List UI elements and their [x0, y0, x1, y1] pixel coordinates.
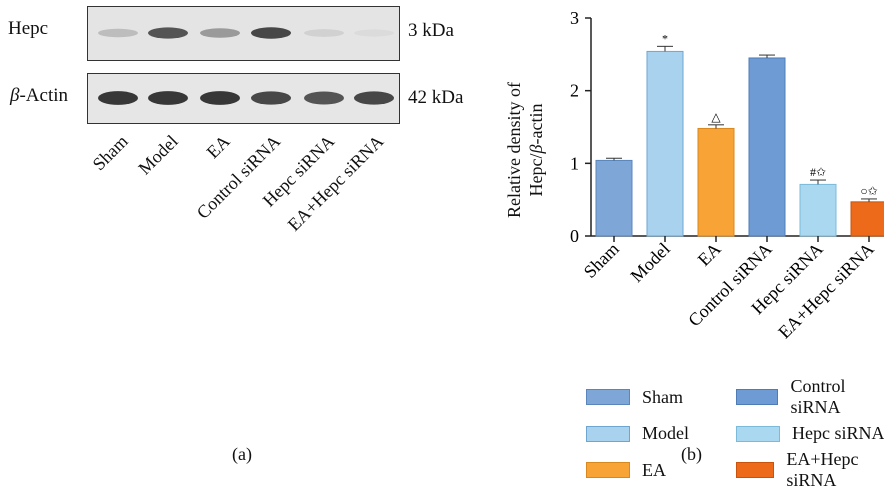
legend-swatch [586, 389, 630, 405]
blot-hepc-label: Hepc [8, 18, 49, 39]
legend: Sham Control siRNA Model Hepc siRNA EA EA+Hep… [586, 376, 884, 491]
bar [799, 183, 837, 237]
x-tick-label: EA [694, 239, 725, 270]
legend-item: Model [586, 423, 736, 444]
lane-label: Model [134, 131, 182, 179]
actin-suffix: -Actin [19, 85, 69, 106]
hepc-band [98, 28, 138, 38]
legend-swatch [586, 425, 630, 442]
x-tick-label: EA+Hepc siRNA [774, 239, 878, 343]
hepc-bands [98, 27, 394, 39]
hepc-band [148, 27, 188, 39]
significance-mark: △ [711, 110, 721, 124]
actin-band [148, 91, 188, 105]
legend-label: Model [642, 423, 689, 443]
hepc-band [200, 28, 240, 38]
blot-actin-size: 42 kDa [408, 87, 464, 108]
lane-label: EA [202, 131, 234, 163]
bar [748, 57, 786, 237]
legend-label: Control siRNA [790, 376, 846, 417]
actin-band [200, 91, 240, 105]
actin-band [354, 91, 394, 105]
legend-item: Hepc siRNA [736, 423, 884, 444]
bar [850, 201, 884, 237]
legend-swatch [736, 462, 775, 478]
hepc-band [251, 27, 291, 39]
legend-label: EA+Hepc siRNA [786, 449, 859, 490]
y-tick-label: 1 [570, 153, 579, 173]
bar [697, 127, 735, 237]
legend-item: EA [586, 449, 736, 491]
legend-swatch [586, 462, 630, 478]
significance-mark: #✩ [810, 165, 826, 179]
blot-strip-hepc [87, 6, 400, 61]
y-axis-title-line1: Relative density of [504, 82, 524, 218]
actin-band [251, 91, 291, 105]
x-tick-label: Sham [580, 239, 623, 282]
y-tick-label: 2 [570, 81, 579, 101]
panel-a-label: (a) [232, 444, 252, 464]
blot-actin-label: β-Actin [10, 85, 68, 107]
x-tick-label: Model [626, 239, 673, 286]
legend-item: EA+Hepc siRNA [736, 449, 884, 491]
actin-band [304, 91, 344, 105]
hepc-band [354, 29, 394, 37]
significance-mark: * [662, 31, 668, 45]
y-tick-label: 0 [570, 226, 579, 246]
legend-label: Sham [642, 386, 684, 407]
blot-strip-actin [87, 73, 400, 124]
legend-swatch [736, 425, 780, 442]
legend-item: Sham [586, 376, 736, 418]
actin-band [98, 91, 138, 105]
beta-symbol: β [10, 85, 20, 106]
hepc-band [304, 29, 344, 37]
bar [595, 159, 633, 237]
legend-label: Hepc siRNA [792, 423, 884, 443]
actin-bands [98, 91, 394, 105]
bar [646, 50, 684, 237]
y-tick-label: 3 [570, 8, 579, 28]
panel-b-label: (b) [681, 444, 702, 464]
legend-item: Control siRNA [736, 376, 884, 418]
blot-hepc-size: 3 kDa [408, 20, 454, 41]
lane-label: Sham [88, 131, 132, 175]
legend-swatch [736, 389, 779, 405]
significance-mark: ○✩ [860, 184, 877, 198]
legend-label: EA [642, 459, 666, 480]
